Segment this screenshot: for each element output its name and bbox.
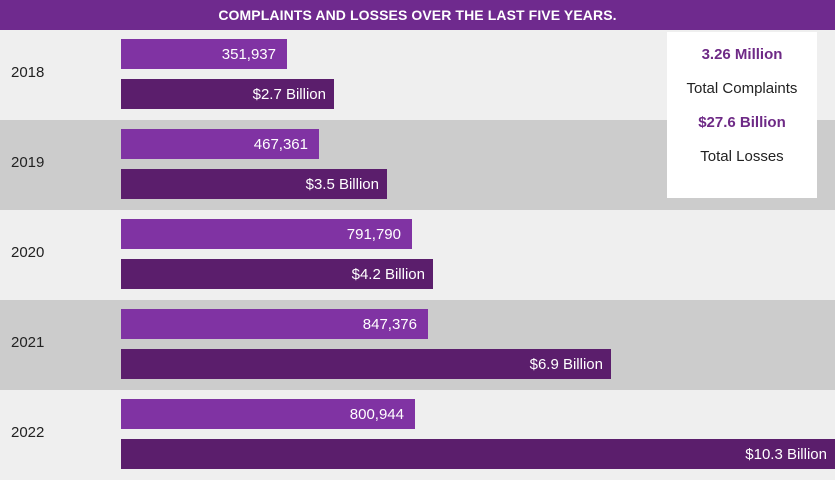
complaints-bar: 847,376 [121,309,428,339]
losses-bar: $6.9 Billion [121,349,611,379]
year-row: 2022 800,944 $10.3 Billion [0,390,835,480]
complaints-bar: 467,361 [121,129,319,159]
year-label: 2021 [11,334,45,351]
total-losses-label: Total Losses [700,148,784,165]
complaints-bar: 800,944 [121,399,415,429]
losses-bar: $4.2 Billion [121,259,433,289]
complaints-bar: 351,937 [121,39,287,69]
losses-bar: $10.3 Billion [121,439,835,469]
losses-bar: $3.5 Billion [121,169,387,199]
year-label: 2022 [11,424,45,441]
summary-box: 3.26 Million Total Complaints $27.6 Bill… [667,32,817,198]
complaints-bar: 791,790 [121,219,412,249]
year-row: 2021 847,376 $6.9 Billion [0,300,835,390]
year-label: 2019 [11,154,45,171]
year-label: 2020 [11,244,45,261]
year-row: 2020 791,790 $4.2 Billion [0,210,835,300]
total-losses-value: $27.6 Billion [698,114,786,131]
total-complaints-value: 3.26 Million [701,46,783,63]
chart-title: COMPLAINTS AND LOSSES OVER THE LAST FIVE… [0,0,835,30]
year-label: 2018 [11,64,45,81]
total-complaints-label: Total Complaints [686,80,798,97]
losses-bar: $2.7 Billion [121,79,334,109]
